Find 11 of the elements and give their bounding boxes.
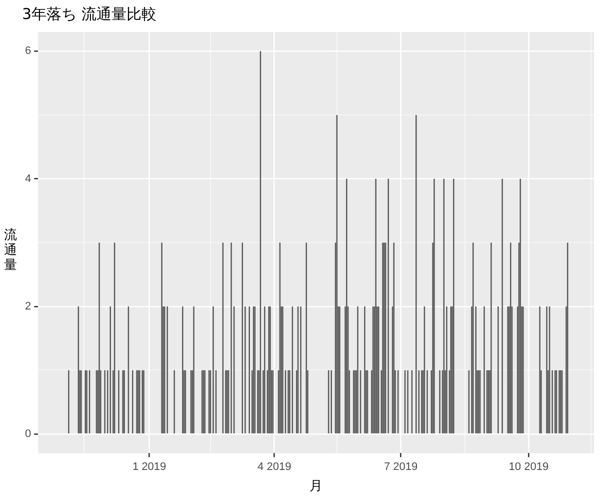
x-tick-label: 4 2019 (258, 460, 292, 473)
y-axis-title: 流通量 (4, 228, 17, 272)
chart-title: 3年落ち 流通量比較 (22, 4, 156, 23)
x-axis-title: 月 (310, 478, 323, 493)
x-tick-label: 7 2019 (384, 460, 418, 473)
y-tick-label: 6 (24, 45, 32, 58)
x-tick-label: 10 2019 (508, 460, 549, 473)
y-tick-label: 4 (24, 172, 32, 185)
y-tick-label: 2 (24, 300, 32, 312)
y-tick-label: 0 (24, 428, 32, 440)
x-tick-label: 1 2019 (132, 460, 166, 473)
